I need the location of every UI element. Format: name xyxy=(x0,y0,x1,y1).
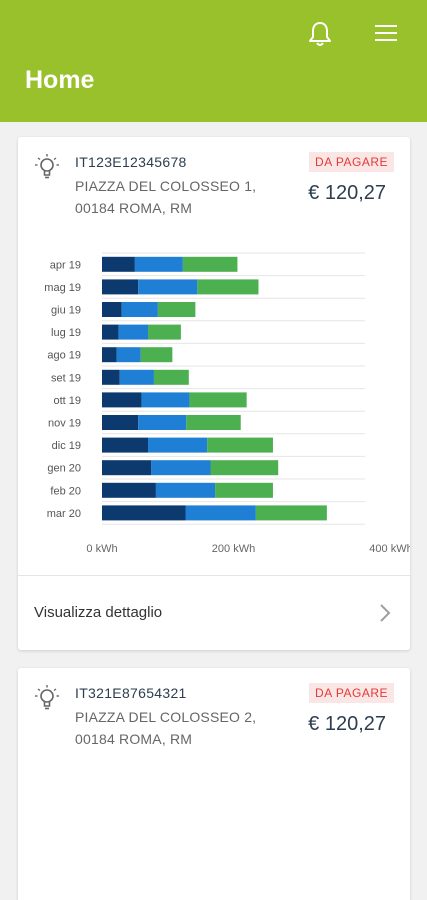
chart-category-label: feb 20 xyxy=(50,485,81,497)
bill-amount: € 120,27 xyxy=(308,713,386,735)
chart-bar-segment xyxy=(134,256,183,272)
chart-bar-segment xyxy=(102,369,120,385)
chart-bar-segment xyxy=(138,279,198,295)
chart-bar-segment xyxy=(148,437,208,453)
chart-bar-segment xyxy=(185,505,256,521)
chart-bar-segment xyxy=(102,392,142,408)
pod-code: IT321E87654321 xyxy=(75,685,187,701)
chart-bar-segment xyxy=(102,324,119,340)
chart-bar-segment xyxy=(148,324,181,340)
chart-bar-segment xyxy=(186,415,241,430)
chart-category-label: ott 19 xyxy=(53,395,81,407)
chart-category-label: giu 19 xyxy=(51,305,81,317)
chart-bar-segment xyxy=(102,505,186,521)
chart-bar-segment xyxy=(102,482,156,498)
supply-card: IT123E12345678 PIAZZA DEL COLOSSEO 1, 00… xyxy=(18,137,410,650)
supply-card: IT321E87654321 PIAZZA DEL COLOSSEO 2, 00… xyxy=(18,668,410,900)
bell-icon[interactable] xyxy=(307,20,333,48)
chart-bar-segment xyxy=(189,392,247,408)
chart-x-tick-label: 200 kWh xyxy=(212,543,255,555)
supply-address: PIAZZA DEL COLOSSEO 2, 00184 ROMA, RM xyxy=(75,706,256,750)
chart-bar-segment xyxy=(102,302,122,317)
chart-bar-segment xyxy=(210,460,279,476)
chart-x-tick-label: 400 kWh xyxy=(369,543,410,555)
chevron-right-icon xyxy=(380,604,391,622)
chart-bar-segment xyxy=(119,369,154,385)
hamburger-menu-icon[interactable] xyxy=(373,22,399,44)
card-divider xyxy=(18,575,410,576)
address-line-2: 00184 ROMA, RM xyxy=(75,731,193,747)
chart-bar-segment xyxy=(121,302,158,317)
consumption-chart: apr 19 mag 19 giu 19 lug 19 ago 19 set 19 ott … xyxy=(44,252,410,555)
chart-bar-segment xyxy=(138,415,187,430)
view-detail-label: Visualizza dettaglio xyxy=(34,604,163,621)
chart-bar-segment xyxy=(116,347,141,363)
chart-bar-segment xyxy=(102,460,152,476)
chart-category-label: apr 19 xyxy=(50,259,81,271)
chart-x-tick-label: 0 kWh xyxy=(86,543,117,555)
chart-bar-segment xyxy=(215,482,273,498)
chart-bar-segment xyxy=(102,256,135,272)
view-detail-row[interactable]: Visualizza dettaglio xyxy=(18,576,410,650)
chart-bar-segment xyxy=(153,369,189,385)
chart-bar-segment xyxy=(182,256,238,272)
chart-category-label: mag 19 xyxy=(44,282,81,294)
address-line-2: 00184 ROMA, RM xyxy=(75,200,193,216)
chart-bar-segment xyxy=(141,392,190,408)
chart-bar-segment xyxy=(155,482,216,498)
status-badge: DA PAGARE xyxy=(309,152,394,172)
app-bar: Home xyxy=(0,0,427,122)
pod-code: IT123E12345678 xyxy=(75,154,187,170)
chart-bar-segment xyxy=(102,279,139,295)
chart-bar-segment xyxy=(151,460,211,476)
chart-bar-segment xyxy=(118,324,149,340)
chart-bar-segment xyxy=(102,437,149,453)
chart-category-label: mar 20 xyxy=(47,508,81,520)
bill-amount: € 120,27 xyxy=(308,182,386,204)
supply-address: PIAZZA DEL COLOSSEO 1, 00184 ROMA, RM xyxy=(75,175,256,219)
chart-category-label: ago 19 xyxy=(47,350,81,362)
chart-bar-segment xyxy=(140,347,173,363)
chart-category-label: lug 19 xyxy=(51,327,81,339)
chart-bar-segment xyxy=(157,302,196,317)
chart-bar-segment xyxy=(102,347,117,363)
address-line-1: PIAZZA DEL COLOSSEO 2, xyxy=(75,709,257,725)
chart-category-label: dic 19 xyxy=(52,440,81,452)
chart-bar-segment xyxy=(207,437,273,453)
chart-bar-segment xyxy=(197,279,259,295)
address-line-1: PIAZZA DEL COLOSSEO 1, xyxy=(75,178,257,194)
status-badge: DA PAGARE xyxy=(309,683,394,703)
chart-category-label: set 19 xyxy=(51,372,81,384)
lightbulb-icon xyxy=(35,685,59,710)
lightbulb-icon xyxy=(35,154,59,179)
page-title: Home xyxy=(25,66,95,94)
chart-bar-segment xyxy=(102,415,139,430)
chart-bar-segment xyxy=(255,505,327,521)
chart-category-label: nov 19 xyxy=(48,418,81,430)
chart-category-label: gen 20 xyxy=(47,463,81,475)
